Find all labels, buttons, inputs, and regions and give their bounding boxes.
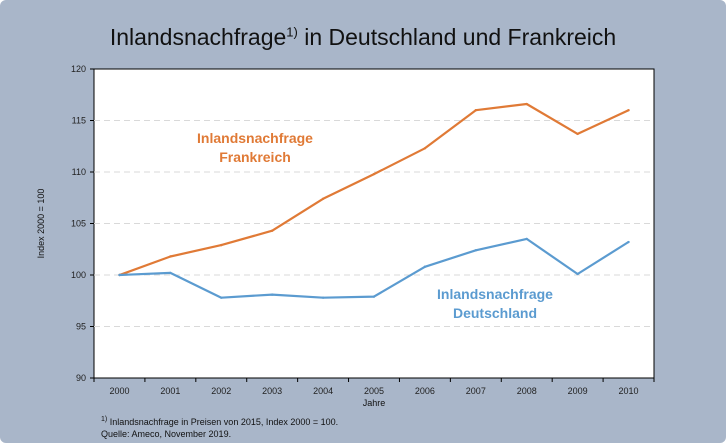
series-label-fr-line2: Frankreich <box>219 149 291 165</box>
y-tick-label: 115 <box>72 116 86 126</box>
data-point-de <box>220 296 223 299</box>
data-point-fr <box>220 243 223 247</box>
data-point-fr <box>525 102 528 106</box>
x-tick-label: 2003 <box>262 386 282 396</box>
data-point-fr <box>321 197 325 200</box>
series-label-de-line2: Deutschland <box>453 305 537 321</box>
x-tick-label: 2010 <box>619 386 639 396</box>
data-point-de <box>525 237 528 241</box>
data-point-de <box>169 271 172 275</box>
y-tick-label: 110 <box>72 167 86 177</box>
data-point-fr <box>372 172 376 176</box>
y-tick-label: 100 <box>71 270 86 280</box>
x-tick-label: 2004 <box>313 386 333 396</box>
x-tick-label: 2000 <box>109 386 129 396</box>
chart-title-footnote-marker: 1) <box>286 24 298 40</box>
data-point-fr <box>474 109 478 112</box>
series-label-fr-line1: Inlandsnachfrage <box>197 130 313 146</box>
series-label-de-line1: Inlandsnachfrage <box>437 286 553 302</box>
data-point-de <box>372 295 376 298</box>
data-point-fr <box>627 109 630 112</box>
data-point-fr <box>169 255 172 258</box>
footnote-line-1: 1) Inlandsnachfrage in Preisen von 2015,… <box>101 414 338 428</box>
chart-title: Inlandsnachfrage1) in Deutschland und Fr… <box>0 24 726 51</box>
data-point-de <box>118 273 121 277</box>
x-tick-label: 2008 <box>517 386 537 396</box>
data-point-fr <box>576 132 579 136</box>
y-tick-label: 120 <box>71 64 86 74</box>
x-tick-label: 2006 <box>415 386 435 396</box>
data-point-de <box>423 265 427 268</box>
footnote-text: Inlandsnachfrage in Preisen von 2015, In… <box>107 417 339 427</box>
x-tick-label: 2002 <box>211 386 231 396</box>
x-tick-label: 2005 <box>364 386 384 396</box>
data-point-de <box>321 296 325 299</box>
data-point-de <box>576 272 579 276</box>
data-point-de <box>474 249 478 252</box>
data-point-de <box>627 240 630 244</box>
x-tick-label: 2009 <box>568 386 588 396</box>
footnote: 1) Inlandsnachfrage in Preisen von 2015,… <box>101 414 338 440</box>
y-tick-label: 105 <box>71 219 86 229</box>
x-axis-title: Jahre <box>363 398 386 408</box>
y-axis-title: Index 2000 = 100 <box>36 189 46 259</box>
data-point-fr <box>270 229 274 232</box>
chart-title-main: Inlandsnachfrage <box>109 24 287 50</box>
x-tick-label: 2001 <box>160 386 180 396</box>
x-tick-label: 2007 <box>466 386 486 396</box>
footnote-source: Quelle: Ameco, November 2019. <box>101 429 232 439</box>
data-point-de <box>270 293 274 296</box>
y-tick-label: 90 <box>76 373 86 383</box>
y-tick-label: 95 <box>76 322 86 332</box>
data-point-fr <box>423 147 427 150</box>
chart-title-rest: in Deutschland und Frankreich <box>297 24 617 50</box>
footnote-marker: 1) <box>101 416 108 423</box>
